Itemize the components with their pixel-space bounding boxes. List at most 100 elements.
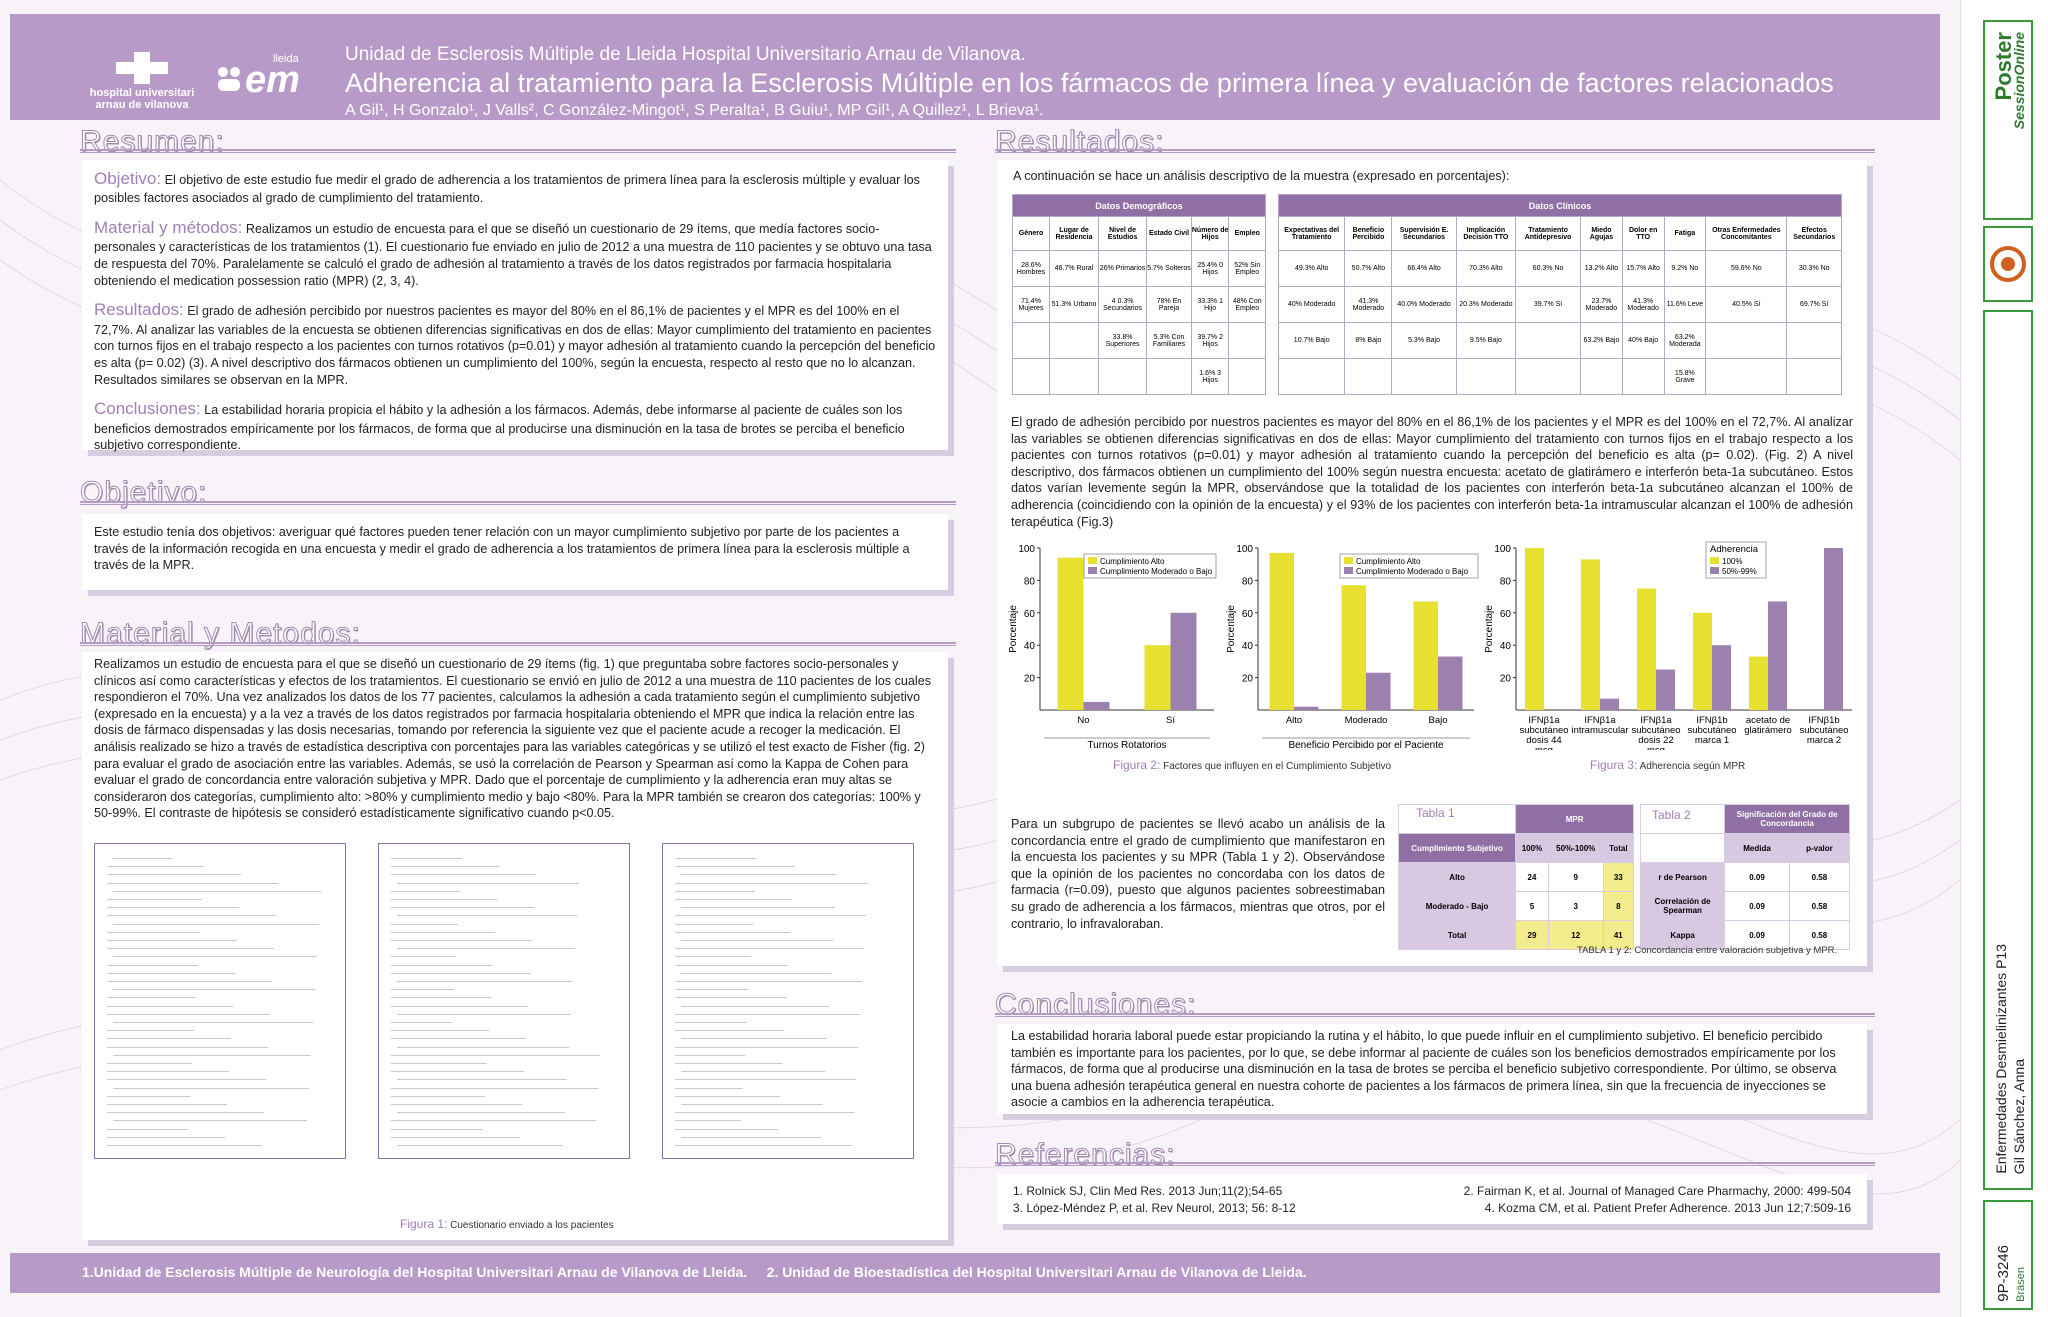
- clin-col-header: Miedo Agujas: [1580, 216, 1623, 251]
- resumen-objetivo: Objetivo: El objetivo de este estudio fu…: [94, 168, 936, 207]
- poster-footer: 1.Unidad de Esclerosis Múltiple de Neuro…: [10, 1253, 1940, 1293]
- legend-box: [1083, 553, 1217, 579]
- metodos-body: Realizamos un estudio de encuesta para e…: [94, 657, 932, 821]
- questionnaire-text-line: [675, 1128, 778, 1130]
- questionnaire-page-1: [94, 843, 346, 1159]
- y-tick-label: 100: [1236, 544, 1253, 555]
- objetivo-title: Objetivo:: [79, 476, 208, 510]
- tabla2-col-header: Medida: [1724, 833, 1790, 863]
- demo-cell: 71.4% Mujeres: [1011, 286, 1051, 323]
- questionnaire-text-line: [675, 866, 794, 868]
- clin-cell: 70.3% Alto: [1455, 250, 1517, 287]
- logo-lleida-text: lleida: [273, 53, 299, 65]
- clin-row: 49.3% Alto 50.7% Alto 66.4% Alto 70.3% Alto…: [1277, 250, 1842, 287]
- tabla2-subheader-row: Medida p-valor: [1639, 833, 1851, 863]
- clin-cell: 63.2% Bajo: [1580, 322, 1623, 359]
- tabla1-row-label: Alto: [1397, 862, 1517, 892]
- resumen-rule: [80, 149, 956, 153]
- questionnaire-text-line: [107, 997, 196, 999]
- questionnaire-text-line: [107, 866, 204, 868]
- demo-cell: [1049, 322, 1099, 359]
- demo-cell: 33.3% 1 Hijo: [1190, 286, 1230, 323]
- tabla1-row: Alto 24 9 33: [1397, 862, 1635, 892]
- questionnaire-text-line: [681, 1104, 823, 1105]
- legend-swatch: [1344, 557, 1353, 564]
- ref-4: 4. Kozma CM, et al. Patient Prefer Adher…: [1484, 1201, 1851, 1215]
- clin-cell: 5.3% Bajo: [1391, 322, 1457, 359]
- clin-cell: 11.6% Leve: [1663, 286, 1707, 323]
- demo-row: 1.6% 3 Hijos: [1011, 358, 1266, 395]
- x-tick-label: mcg: [1647, 745, 1665, 750]
- tabla1-cell: 5: [1515, 891, 1549, 921]
- side-panel: Poster SessionOnline Enfermedades Desmie…: [1960, 0, 2048, 1317]
- tabla2-cell: 0.09: [1724, 862, 1790, 892]
- questionnaire-text-line: [391, 1120, 596, 1122]
- y-tick-label: 100: [1494, 544, 1511, 555]
- clin-cell: [1621, 358, 1665, 395]
- y-tick-label: 20: [1500, 674, 1512, 685]
- clin-cell: 40.0% Moderado: [1391, 286, 1457, 323]
- clin-cell: 50.7% Alto: [1344, 250, 1393, 287]
- referencias-box: 1. Rolnick SJ, Clin Med Res. 2013 Jun;11…: [997, 1174, 1867, 1224]
- objetivo-box: Este estudio tenía dos objetivos: averig…: [82, 514, 948, 590]
- tabla1-cell: 33: [1602, 862, 1635, 892]
- y-tick-label: 80: [1242, 576, 1254, 587]
- bar-series2: [1366, 672, 1391, 710]
- questionnaire-text-line: [675, 882, 868, 884]
- questionnaire-text-line: [113, 1087, 309, 1089]
- objetivo-text: El objetivo de este estudio fue medir el…: [94, 173, 920, 206]
- questionnaire-text-line: [675, 923, 753, 925]
- questionnaire-text-line: [675, 1095, 780, 1097]
- questionnaire-text-line: [107, 1063, 192, 1064]
- questionnaire-text-line: [675, 1030, 784, 1032]
- questionnaire-text-line: [675, 997, 786, 999]
- footer-affiliation-2: 2. Unidad de Bioestadística del Hospital…: [766, 1264, 1307, 1280]
- x-tick-label: marca 1: [1695, 735, 1729, 746]
- footer-affiliation-1: 1.Unidad de Esclerosis Múltiple de Neuro…: [82, 1264, 748, 1280]
- questionnaire-text-line: [675, 890, 755, 892]
- y-tick-label: 60: [1024, 609, 1036, 620]
- questionnaire-text-line: [107, 1046, 268, 1048]
- x-axis-label: Beneficio Percibido por el Paciente: [1288, 740, 1444, 750]
- demo-group-header: Datos Demográficos: [1012, 194, 1266, 217]
- questionnaire-text-line: [681, 940, 833, 941]
- legend-label: Cumplimiento Moderado o Bajo: [1100, 567, 1213, 576]
- clin-row: 10.7% Bajo 8% Bajo 5.3% Bajo 9.5% Bajo 63.2%…: [1277, 322, 1842, 359]
- legend-label: 50%-99%: [1722, 567, 1757, 576]
- demo-col-header: Número de Hijos: [1190, 216, 1230, 251]
- questionnaire-text-line: [675, 1063, 782, 1064]
- clin-group-header: Datos Clínicos: [1278, 194, 1842, 217]
- demo-cell: [1228, 358, 1266, 395]
- tabla1-col-header: Total: [1602, 833, 1635, 863]
- questionnaire-text-line: [107, 1104, 227, 1105]
- resultados-intro: A continuación se hace un análisis descr…: [1013, 169, 1510, 183]
- questionnaire-text-line: [397, 1046, 569, 1048]
- questionnaire-text-line: [675, 858, 757, 859]
- tabla2-row-label: r de Pearson: [1639, 862, 1726, 892]
- clin-cell: [1391, 358, 1457, 395]
- demo-row: 33.8% Superiores 5.3% Con Familiares 39.7%…: [1011, 322, 1266, 359]
- conclusiones-body: La estabilidad horaria laboral puede est…: [1011, 1029, 1837, 1110]
- authors: A Gil¹, H Gonzalo¹, J Valls², C González…: [345, 102, 1044, 119]
- ref-3: 3. López-Méndez P, et al. Rev Neurol, 20…: [1013, 1201, 1296, 1215]
- session-name: Enfermedades Desmielinizantes P13: [1993, 944, 2009, 1174]
- questionnaire-text-line: [391, 1128, 483, 1130]
- questionnaire-text-line: [107, 874, 241, 876]
- people-icon: [218, 67, 240, 91]
- demo-cell: 25.4% 0 Hijos: [1190, 250, 1230, 287]
- legend-title: Adherencia: [1710, 544, 1759, 555]
- questionnaire-text-line: [397, 981, 573, 982]
- questionnaire-text-line: [397, 1013, 571, 1015]
- questionnaire-text-line: [397, 1145, 563, 1146]
- x-tick-label: IFNβ1a: [1640, 715, 1672, 726]
- questionnaire-text-line: [675, 1054, 745, 1056]
- clin-col-header: Dolor en TTO: [1621, 216, 1665, 251]
- x-tick-label: acetato de: [1746, 715, 1790, 726]
- questionnaire-text-line: [391, 931, 495, 933]
- demo-cell: 51.3% Urbano: [1049, 286, 1099, 323]
- x-tick-label: mcg: [1535, 745, 1553, 750]
- tabla1: MPR Cumplimiento Subjetivo 100% 50%-100% Tot…: [1397, 804, 1635, 950]
- tabla2-corner: [1639, 804, 1726, 834]
- questionnaire-text-line: [391, 1038, 526, 1040]
- resumen-resultados: Resultados: El grado de adhesión percibi…: [94, 299, 936, 388]
